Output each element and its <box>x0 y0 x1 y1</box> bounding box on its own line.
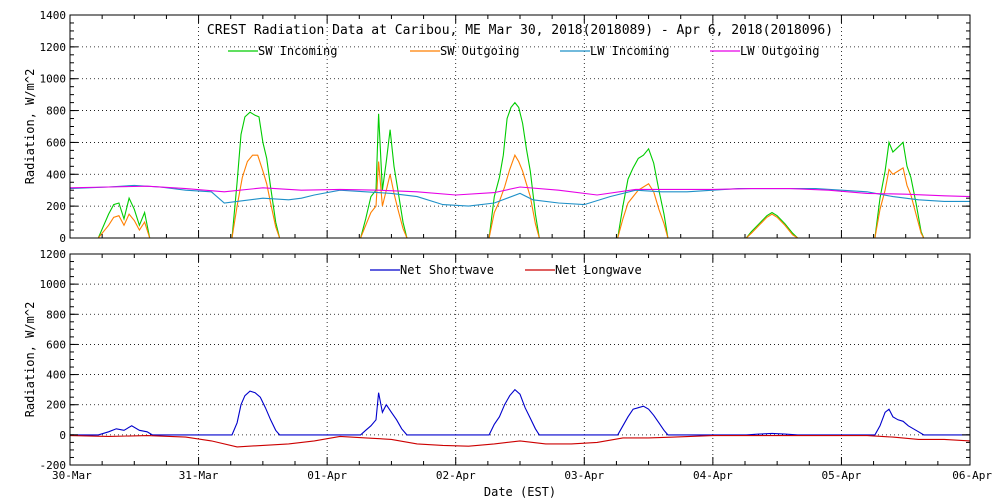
y-tick-label: 0 <box>59 429 66 442</box>
x-tick-label: 30-Mar <box>52 469 92 482</box>
series-line-lw-outgoing <box>69 185 971 198</box>
y-tick-label: 1400 <box>40 9 67 22</box>
series-line-sw-incoming <box>70 101 970 239</box>
y-tick-label: 800 <box>46 105 66 118</box>
y-tick-label: 1200 <box>40 248 67 261</box>
y-tick-label: 600 <box>46 136 66 149</box>
y-tick-label: 0 <box>59 232 66 245</box>
x-tick-label: 01-Apr <box>307 469 347 482</box>
y-tick-label: 200 <box>46 200 66 213</box>
y-tick-label: 400 <box>46 369 66 382</box>
x-tick-label: 05-Apr <box>822 469 862 482</box>
y-tick-label: -200 <box>40 459 67 472</box>
x-tick-label: 02-Apr <box>436 469 476 482</box>
series-line-sw-outgoing <box>70 153 970 239</box>
y-tick-label: 800 <box>46 308 66 321</box>
y-tick-label: 1000 <box>40 73 67 86</box>
legend-label: SW Outgoing <box>440 44 519 58</box>
series-line-net-shortwave <box>70 388 970 436</box>
legend-label: SW Incoming <box>258 44 337 58</box>
x-tick-label: 04-Apr <box>693 469 733 482</box>
legend-label: Net Longwave <box>555 263 642 277</box>
legend-label: LW Incoming <box>590 44 669 58</box>
top-radiation-panel: 0 200 400 600 800 1000 1200 1400 Radiation, W/m^… <box>23 9 971 245</box>
plot-frame <box>69 253 971 466</box>
x-tick-label: 06-Apr <box>952 469 992 482</box>
x-tick-label: 03-Apr <box>564 469 604 482</box>
legend-label: LW Outgoing <box>740 44 819 58</box>
x-tick-label: 31-Mar <box>179 469 219 482</box>
chart-title: CREST Radiation Data at Caribou, ME Mar … <box>207 23 833 38</box>
y-tick-label: 600 <box>46 338 66 351</box>
bottom-net-radiation-panel: -200 0 200 400 600 800 1000 1200 30-Mar 31-Mar 01-… <box>23 248 992 499</box>
y-tick-label: 400 <box>46 168 66 181</box>
series-line-lw-incoming <box>69 184 970 207</box>
y-axis-label: Radiation, W/m^2 <box>23 302 37 418</box>
y-tick-label: 1200 <box>40 41 67 54</box>
series-line-net-longwave <box>69 435 971 448</box>
plot-frame <box>69 14 971 239</box>
y-tick-label: 200 <box>46 399 66 412</box>
x-axis-label: Date (EST) <box>484 485 556 499</box>
y-tick-label: 1000 <box>40 278 67 291</box>
y-axis-label: Radiation, W/m^2 <box>23 69 37 185</box>
legend-label: Net Shortwave <box>400 263 494 277</box>
